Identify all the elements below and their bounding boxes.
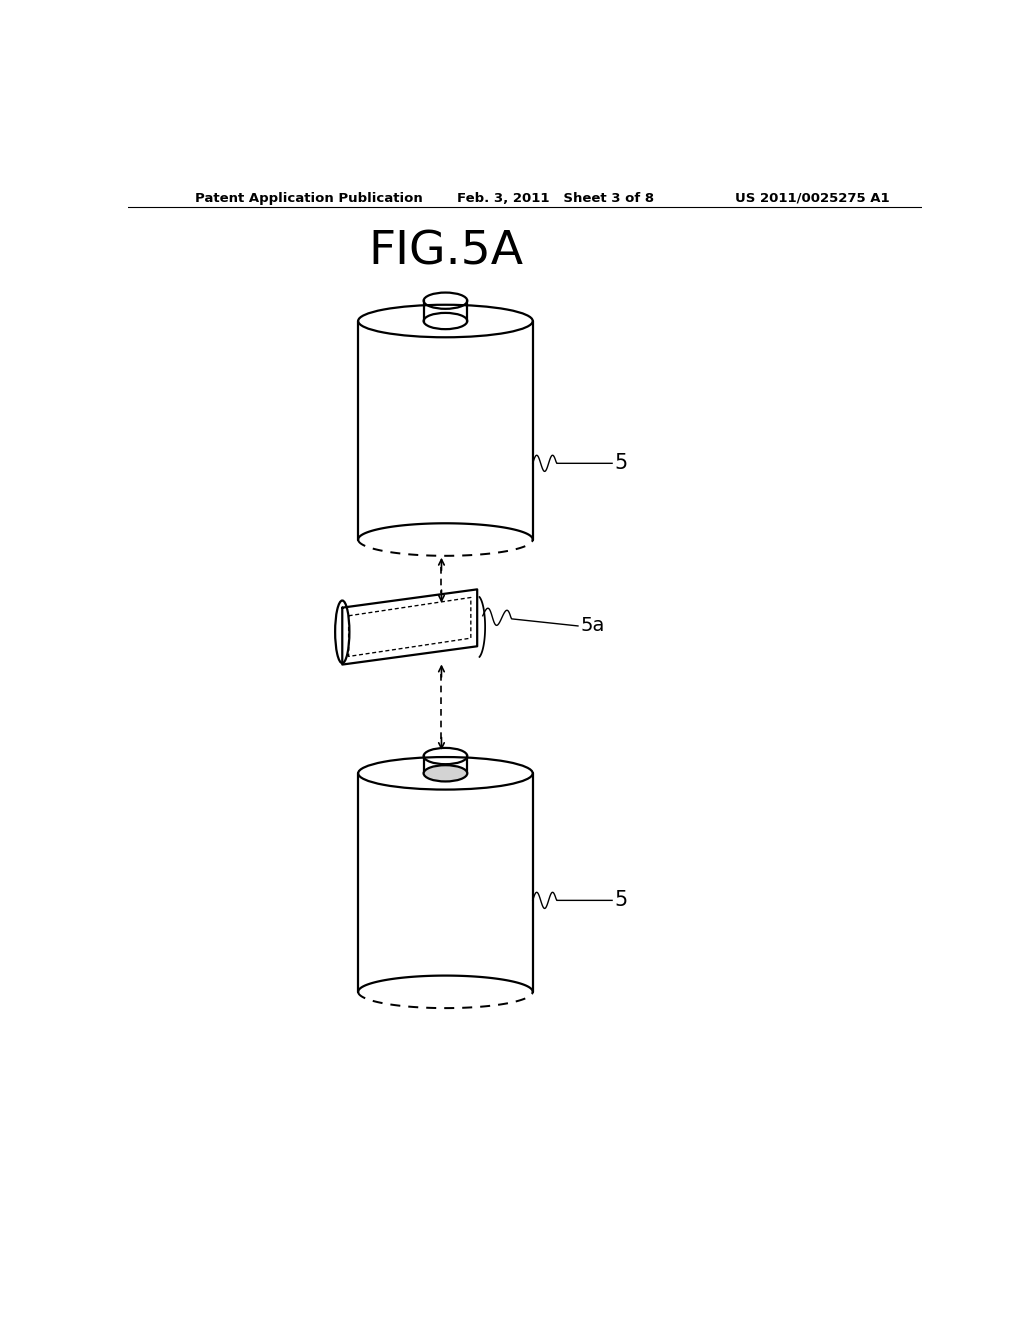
Text: 5: 5 [614,891,628,911]
Text: Patent Application Publication: Patent Application Publication [196,191,423,205]
Text: 5a: 5a [581,616,605,635]
Text: FIG.5A: FIG.5A [368,230,523,275]
Ellipse shape [424,766,467,781]
Text: US 2011/0025275 A1: US 2011/0025275 A1 [735,191,890,205]
Text: 5: 5 [614,453,628,474]
Text: Feb. 3, 2011   Sheet 3 of 8: Feb. 3, 2011 Sheet 3 of 8 [458,191,654,205]
